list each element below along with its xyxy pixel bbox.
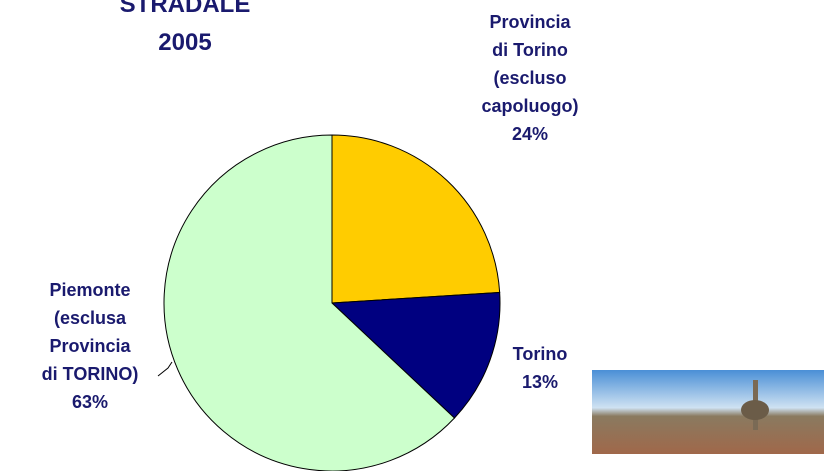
- pie-slice: [332, 135, 500, 303]
- value-label: 13%: [490, 368, 590, 396]
- category-label: Torino: [490, 340, 590, 368]
- value-label: 24%: [480, 120, 580, 148]
- photo: [592, 370, 824, 454]
- pie: [164, 135, 500, 471]
- slice-label: Piemonte (esclusa Provincia di TORINO)63…: [40, 276, 140, 416]
- page: STRADALE 2005 Provincia di Torino (esclu…: [0, 0, 824, 471]
- category-label: Provincia di Torino (escluso capoluogo): [480, 8, 580, 120]
- city-photo: [592, 370, 824, 454]
- slice-label: Provincia di Torino (escluso capoluogo)2…: [480, 8, 580, 148]
- leader-line: [158, 362, 172, 376]
- photo-dome: [741, 400, 769, 420]
- category-label: Piemonte (esclusa Provincia di TORINO): [40, 276, 140, 388]
- value-label: 63%: [40, 388, 140, 416]
- chart-title: STRADALE 2005: [110, 0, 260, 62]
